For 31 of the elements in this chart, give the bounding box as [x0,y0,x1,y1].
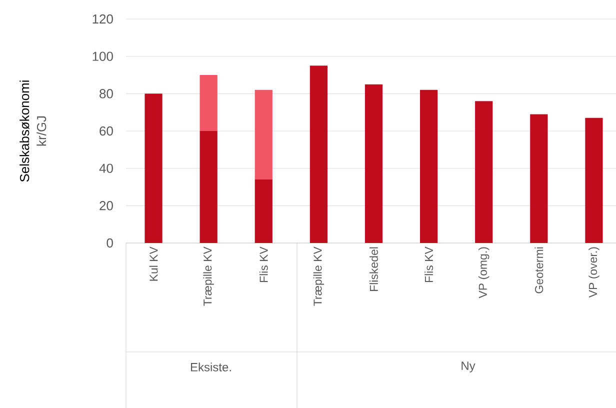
x-tick-label: Træpille KV [203,246,214,306]
x-tick-label: VP (over.) [588,247,600,298]
y-tick-label: 120 [92,14,113,24]
x-tick-label: Kul KV [149,246,158,281]
x-tick-label: Træpille KV [313,246,324,306]
bar [200,75,218,131]
y-tick-label: 100 [92,52,113,61]
y-tick-label: 40 [99,164,113,173]
bar [364,84,383,243]
bar [530,114,548,243]
y-axis-title: Selskabsøkonomi [20,80,30,182]
x-tick-label: VP (omg.) [478,247,490,298]
y-tick-label: 60 [100,126,113,136]
y-tick-label: 20 [100,201,113,210]
bar [254,180,272,243]
x-tick-label: Flis KV [424,246,434,282]
bar [254,90,272,180]
bar [310,66,328,243]
y-tick-label: 80 [100,89,113,98]
bar [475,101,493,243]
bar [144,94,162,243]
x-tick-label: Fliskedel [370,247,378,291]
text: Eksiste. [190,362,231,372]
text: kr/GJ [36,116,46,146]
bar [420,90,438,243]
bar [585,118,603,243]
y-tick-label: 0 [106,238,113,248]
text: Ny [462,362,476,372]
bar [200,131,218,243]
x-tick-label: Flis KV [259,246,268,282]
x-tick-label: Geotermi [534,247,544,294]
